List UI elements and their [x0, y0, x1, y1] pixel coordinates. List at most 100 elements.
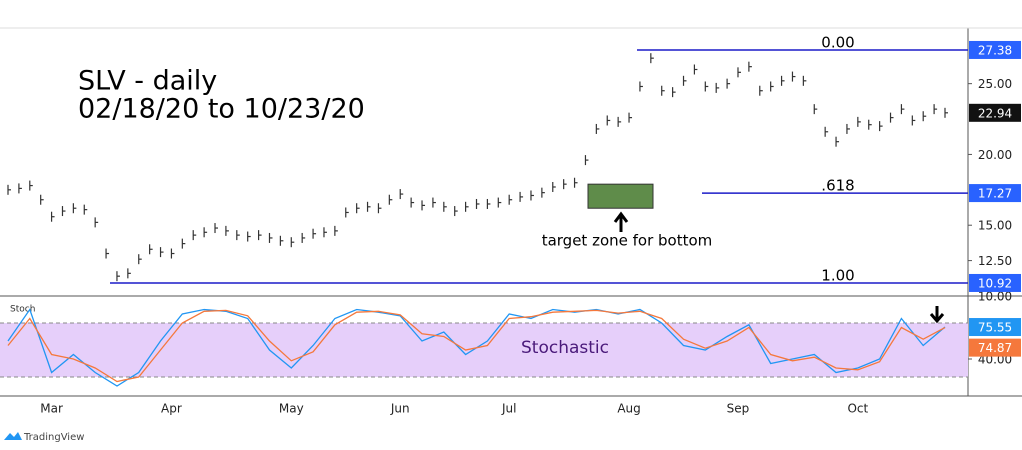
last-price-badge [969, 103, 1021, 122]
price-bar [94, 217, 99, 228]
price-bar [443, 201, 447, 212]
price-bar [192, 230, 197, 241]
price-bar [780, 75, 785, 86]
price-bar [366, 201, 371, 212]
price-bar [465, 201, 469, 212]
price-bar [388, 194, 393, 205]
price-bar [563, 179, 567, 190]
price-bar [661, 85, 665, 96]
price-badge-label: 75.55 [978, 321, 1012, 335]
y-tick-label: 12.50 [978, 254, 1012, 268]
price-bar [290, 237, 295, 248]
price-bar [399, 189, 404, 200]
price-bar [889, 112, 894, 123]
x-tick-label: Oct [847, 402, 868, 416]
price-bar [824, 126, 829, 137]
price-badge-label: 27.38 [978, 43, 1012, 57]
price-bar [83, 204, 88, 215]
chart-title: SLV - daily [78, 66, 217, 97]
price-bar [312, 228, 317, 239]
price-bar [900, 104, 905, 115]
price-bar [421, 200, 426, 211]
price-bar [682, 75, 687, 86]
price-bar [247, 231, 251, 242]
price-bar [170, 248, 175, 259]
price-bar [530, 190, 534, 201]
price-bar [159, 247, 164, 258]
arrow [613, 211, 629, 232]
source: TradingView [23, 432, 84, 443]
price-bar [301, 232, 306, 243]
pane-title: Stoch [10, 305, 35, 315]
price-bar [508, 194, 513, 205]
price-bar [595, 123, 600, 134]
price-bar [573, 177, 578, 188]
price-badge [969, 318, 1021, 337]
price-bar [933, 104, 938, 115]
price-bar [879, 121, 883, 132]
price-bar [7, 184, 11, 195]
price-bar [802, 75, 807, 86]
price-bar [116, 271, 120, 282]
price-bar [454, 206, 458, 217]
price-bar [486, 198, 491, 209]
price-bar [726, 78, 731, 89]
price-badge-label: 74.87 [978, 341, 1012, 355]
price-badge [969, 40, 1021, 59]
price-bar [61, 206, 66, 217]
price-bar [334, 225, 338, 236]
price-bar [236, 230, 240, 241]
price-bar [922, 111, 927, 122]
price-badge [969, 338, 1021, 357]
price-bar [268, 232, 273, 243]
price-bar [410, 197, 415, 208]
fib-label: .618 [821, 177, 854, 195]
price-bar [127, 268, 131, 279]
price-bar [693, 64, 698, 75]
price-bar [345, 207, 349, 218]
price-bar [672, 87, 676, 98]
price-bar [759, 85, 763, 96]
price-bar [18, 183, 22, 194]
x-tick-label: Jun [390, 402, 410, 416]
price-badge [969, 273, 1021, 292]
price-badge [969, 184, 1021, 203]
y-tick-label: 20.00 [978, 148, 1012, 162]
price-bar [944, 107, 948, 118]
price-bar [50, 211, 55, 222]
price-bar [138, 254, 142, 265]
price-bar [432, 197, 436, 208]
price-bar [584, 155, 589, 166]
price-bar [715, 82, 720, 93]
price-bar [857, 116, 861, 127]
price-bar [257, 230, 262, 241]
y-tick-label: 15.00 [978, 219, 1012, 233]
price-bar [72, 203, 77, 214]
price-bar [813, 104, 818, 115]
x-tick-label: Jul [501, 402, 516, 416]
price-bar [203, 227, 208, 238]
price-bar [628, 112, 633, 123]
price-bar [377, 203, 382, 214]
price-bar [29, 180, 33, 191]
price-bar [650, 53, 654, 64]
x-tick-label: Apr [161, 402, 182, 416]
price-bar [846, 123, 850, 134]
x-tick-label: Aug [617, 402, 640, 416]
price-bar [541, 187, 545, 198]
price-bar [105, 248, 110, 259]
y-tick-label: 25.00 [978, 77, 1012, 91]
price-bar [606, 115, 611, 126]
x-tick-label: Mar [40, 402, 63, 416]
band [0, 323, 968, 378]
price-bar [737, 67, 741, 78]
logo [4, 432, 22, 440]
target-zone [587, 183, 654, 209]
annotation: Stochastic [521, 338, 609, 358]
chart-subtitle: 02/18/20 to 10/23/20 [78, 94, 365, 125]
y-tick-label: 10.00 [978, 289, 1012, 303]
price-bar [279, 235, 284, 246]
price-bar [617, 116, 622, 127]
price-bar [149, 244, 153, 255]
